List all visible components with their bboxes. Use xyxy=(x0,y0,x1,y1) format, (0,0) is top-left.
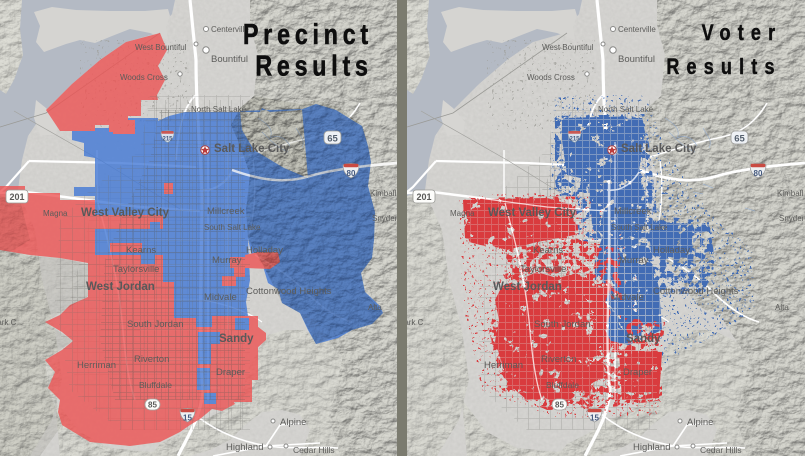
svg-text:Voter: Voter xyxy=(702,21,783,45)
svg-text:Precinct: Precinct xyxy=(243,17,373,50)
svg-text:Results: Results xyxy=(666,55,781,79)
svg-text:Results: Results xyxy=(255,49,372,82)
